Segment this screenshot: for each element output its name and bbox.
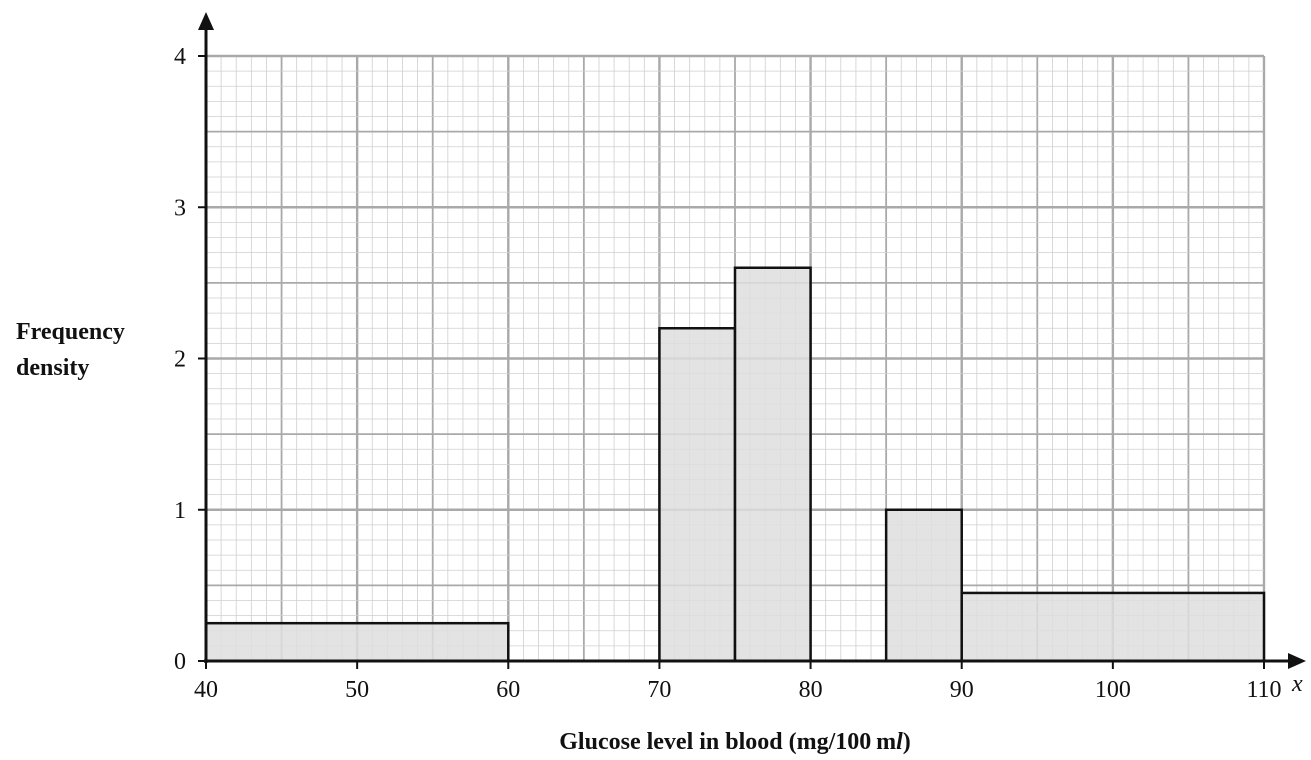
x-axis-title-close: )	[903, 729, 911, 755]
x-axis-title-unit: l	[896, 729, 903, 755]
x-axis-variable: x	[1291, 671, 1303, 697]
x-tick-labels: 40 50 60 70 80 90 100 110	[194, 677, 1282, 703]
y-axis-title-line1: Frequency	[16, 319, 125, 345]
x-axis-arrow	[1288, 653, 1306, 669]
histogram-bar-4	[884, 508, 963, 663]
y-tick-label: 2	[174, 347, 186, 373]
y-axis-arrow	[198, 12, 214, 30]
histogram-bar-3	[733, 266, 812, 663]
histogram-bar-5	[960, 591, 1266, 663]
y-tick-label: 3	[174, 195, 186, 221]
x-axis-title-main: Glucose level in blood (mg/100 m	[559, 729, 896, 755]
bars	[204, 266, 1266, 663]
x-tick-label: 40	[194, 677, 218, 703]
y-axis-title-line2: density	[16, 355, 89, 381]
y-tick-label: 0	[174, 649, 186, 675]
histogram-bar-2	[658, 327, 737, 663]
x-axis-title: Glucose level in blood (mg/100 ml)	[559, 729, 910, 755]
y-tick-label: 4	[174, 44, 186, 70]
x-tick-label: 80	[799, 677, 823, 703]
x-tick-label: 60	[496, 677, 520, 703]
x-tick-label: 100	[1095, 677, 1131, 703]
x-tick-label: 50	[345, 677, 369, 703]
x-tick-label: 70	[647, 677, 671, 703]
x-tick-label: 110	[1246, 677, 1281, 703]
x-tick-label: 90	[950, 677, 974, 703]
histogram-bar-1	[204, 621, 510, 663]
y-tick-labels: 0 1 2 3 4	[174, 44, 186, 675]
y-tick-label: 1	[174, 498, 186, 524]
axes	[198, 12, 1306, 669]
